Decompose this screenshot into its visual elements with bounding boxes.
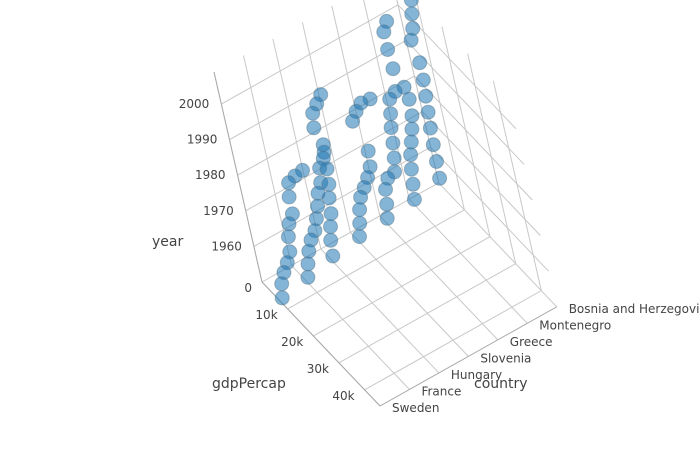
sidewall-gridline-year xyxy=(413,75,533,201)
floor-gridline-country xyxy=(408,198,528,324)
wall-gridline-year xyxy=(253,146,431,247)
scatter-point[interactable] xyxy=(412,55,428,71)
scatter-point[interactable] xyxy=(406,191,422,207)
scatter-point[interactable] xyxy=(403,161,419,177)
scatter-point[interactable] xyxy=(385,61,401,77)
scatter-point[interactable] xyxy=(385,135,401,151)
scatter-point[interactable] xyxy=(404,108,420,124)
scatter-point[interactable] xyxy=(325,248,341,264)
x-tick-label: Slovenia xyxy=(480,351,531,365)
scatter-point[interactable] xyxy=(274,276,290,292)
scatter-point[interactable] xyxy=(376,24,392,40)
scatter-point[interactable] xyxy=(382,91,398,107)
scatter-point[interactable] xyxy=(300,256,316,272)
floor-gridline-gdp xyxy=(364,290,542,391)
scatter-point[interactable] xyxy=(300,269,316,285)
scatter-point[interactable] xyxy=(380,42,396,57)
floor-gridline-gdp xyxy=(338,263,516,364)
scatter-point[interactable] xyxy=(422,120,438,136)
scatter-point[interactable] xyxy=(383,106,399,122)
scatter-point[interactable] xyxy=(321,190,337,206)
scatter-point[interactable] xyxy=(301,243,317,259)
scatter-point[interactable] xyxy=(383,120,399,136)
x-tick-label: Sweden xyxy=(392,401,439,415)
scatter-point[interactable] xyxy=(360,143,376,159)
x-tick-label: France xyxy=(421,384,461,398)
country-axis-line xyxy=(379,306,557,407)
x-axis-title: country xyxy=(474,376,528,392)
scatter-point[interactable] xyxy=(432,170,448,186)
z-tick-label: 1970 xyxy=(203,204,234,218)
scatter-point[interactable] xyxy=(281,189,297,205)
z-tick-label: 2000 xyxy=(179,97,210,111)
scatter-point[interactable] xyxy=(352,215,368,231)
scatter-point[interactable] xyxy=(429,154,444,169)
floor-gridline-country xyxy=(349,232,469,357)
z-tick-label: 1960 xyxy=(211,239,242,253)
wall-gridline-year xyxy=(221,4,399,105)
floor-gridline-country xyxy=(379,215,499,341)
y-tick-label: 20k xyxy=(281,335,303,349)
scatter-point[interactable] xyxy=(379,196,395,212)
scatter-point[interactable] xyxy=(418,88,434,104)
scatter-point[interactable] xyxy=(353,189,369,205)
scatter-point[interactable] xyxy=(425,137,441,153)
z-axis-title: year xyxy=(152,234,183,250)
scatter-point[interactable] xyxy=(306,120,322,136)
y-tick-label: 10k xyxy=(255,308,277,322)
axis-titles: year gdpPercap country xyxy=(152,234,528,392)
y-tick-label: 0 xyxy=(244,281,252,295)
x-tick-label: Hungary xyxy=(451,368,502,382)
floor-gridline-gdp xyxy=(313,236,491,337)
scatter-point[interactable] xyxy=(345,113,361,129)
wall-gridline-country xyxy=(242,55,292,266)
scatter-point[interactable] xyxy=(379,210,395,226)
scatter-point[interactable] xyxy=(352,229,367,245)
scatter-point[interactable] xyxy=(352,202,368,218)
sidewall-gridline-year xyxy=(422,111,541,236)
wall-gridline-year xyxy=(237,75,415,176)
scatter-point[interactable] xyxy=(323,219,338,235)
scatter-point[interactable] xyxy=(310,198,325,214)
sidewall-gridline-year xyxy=(430,146,549,272)
scatter-point[interactable] xyxy=(403,0,419,8)
year-axis-line xyxy=(213,71,263,283)
scatter-point[interactable] xyxy=(319,161,335,177)
scatter-point[interactable] xyxy=(405,176,421,192)
scatter-point[interactable] xyxy=(403,147,419,163)
scatter-point[interactable] xyxy=(420,104,436,120)
floor-gridline-gdp xyxy=(287,209,465,310)
x-tick-label: Bosnia and Herzegovina xyxy=(569,302,700,316)
y-tick-label: 30k xyxy=(307,362,329,376)
scatter-point[interactable] xyxy=(386,150,402,166)
scatter-point[interactable] xyxy=(378,181,393,197)
z-tick-label: 1990 xyxy=(187,133,218,147)
scatter-point[interactable] xyxy=(274,290,290,306)
data-points xyxy=(274,0,448,306)
floor-gridline-country xyxy=(438,182,558,308)
scatter-point[interactable] xyxy=(403,134,419,150)
scatter-point[interactable] xyxy=(404,121,420,137)
floor-gridline-country xyxy=(291,265,410,390)
wall-gridline-country xyxy=(301,22,351,233)
y-tick-label: 40k xyxy=(332,389,354,403)
x-tick-label: Greece xyxy=(510,335,553,349)
z-tick-label: 1980 xyxy=(195,168,226,182)
scatter-point[interactable] xyxy=(323,206,339,222)
scatter-point[interactable] xyxy=(403,32,419,48)
scatter-point[interactable] xyxy=(280,229,296,245)
x-tick-label: Montenegro xyxy=(539,318,611,332)
scatter-point[interactable] xyxy=(281,216,297,232)
scatter-point[interactable] xyxy=(404,6,420,22)
floor-gridline-country xyxy=(320,248,440,374)
y-axis-title: gdpPercap xyxy=(212,376,286,392)
scatter-point[interactable] xyxy=(305,105,321,121)
scatter-point[interactable] xyxy=(415,72,431,88)
scatter-point[interactable] xyxy=(281,175,297,191)
scatter-point[interactable] xyxy=(323,232,339,248)
scatter-point[interactable] xyxy=(401,91,417,107)
